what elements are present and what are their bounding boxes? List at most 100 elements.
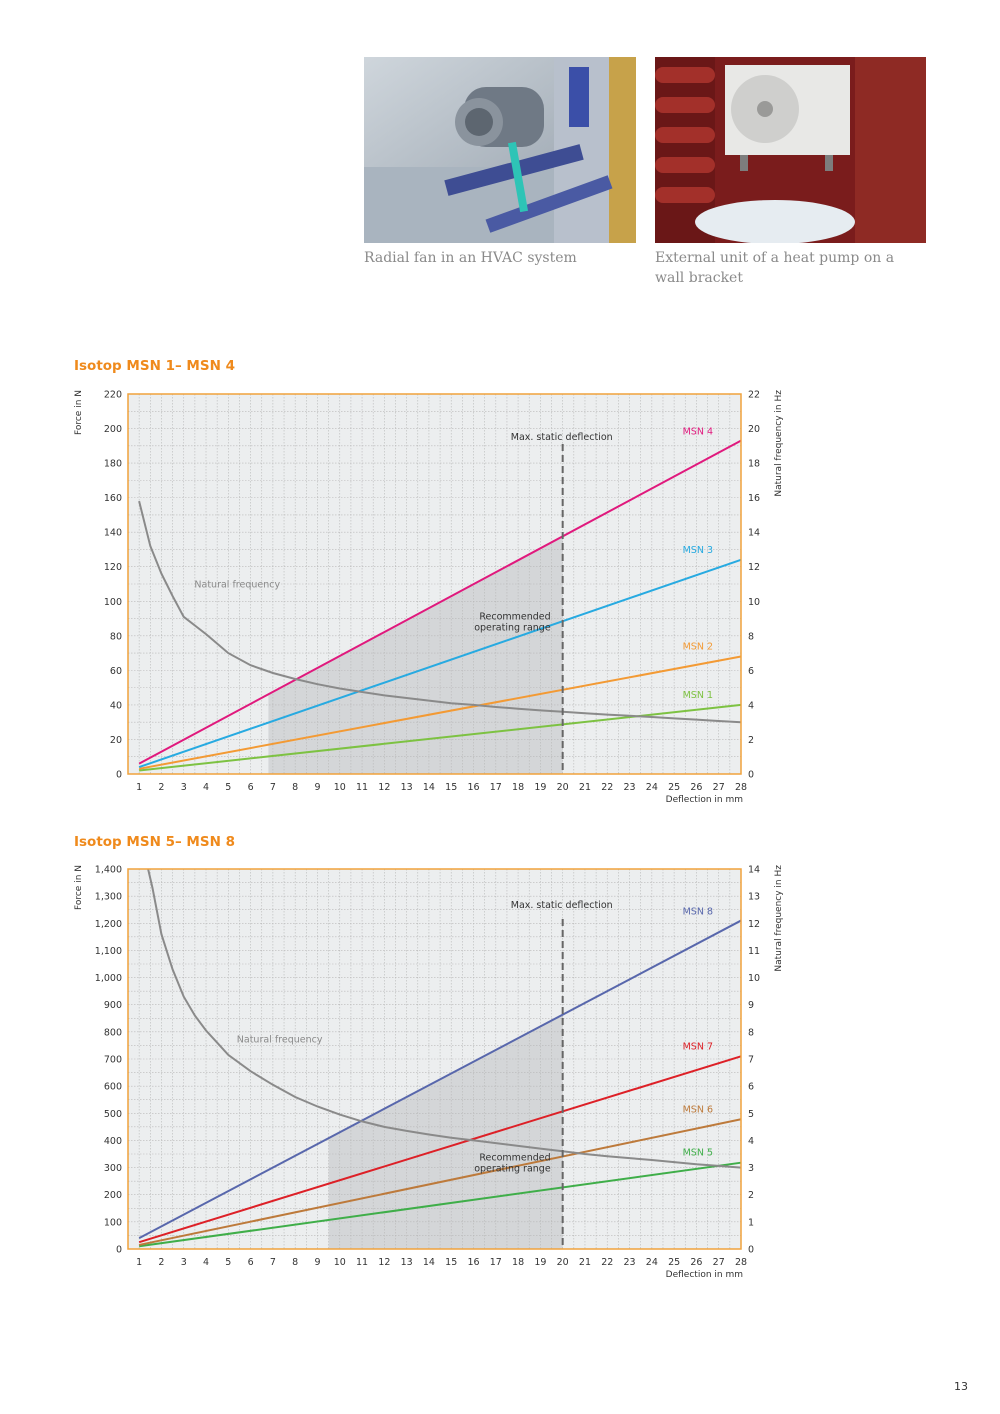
chart-1-title: Isotop MSN 1– MSN 4 (74, 358, 235, 374)
y2-tick-label: 14 (748, 865, 760, 876)
x-tick-label: 7 (270, 782, 276, 793)
y-tick-label: 160 (104, 493, 122, 504)
y-tick-label: 1,200 (95, 919, 122, 930)
x-tick-label: 19 (534, 782, 546, 793)
heat-pump-photo (655, 57, 926, 243)
x-tick-label: 11 (356, 782, 368, 793)
x-tick-label: 5 (225, 782, 231, 793)
x-tick-label: 20 (557, 782, 569, 793)
x-tick-label: 19 (534, 1257, 546, 1268)
x-tick-label: 3 (181, 782, 187, 793)
x-tick-label: 17 (490, 782, 502, 793)
y2-tick-label: 8 (748, 631, 754, 642)
series-label-msn-8: MSN 8 (683, 907, 713, 918)
y2-tick-label: 3 (748, 1163, 754, 1174)
x-tick-label: 6 (248, 782, 254, 793)
y-tick-label: 200 (104, 424, 122, 435)
series-label-msn-3: MSN 3 (683, 545, 713, 556)
chart-msn1-msn4: MSN 1 MSN 2 MSN 3 MSN 4 Natural frequency Max… (74, 390, 784, 806)
x-axis-label: Deflection in mm (666, 795, 743, 805)
x-tick-label: 18 (512, 782, 524, 793)
recommended-operating-range-area (328, 1014, 563, 1249)
x-tick-label: 21 (579, 1257, 591, 1268)
series-label-msn-2: MSN 2 (683, 642, 713, 653)
x-tick-label: 22 (601, 782, 613, 793)
y2-tick-label: 7 (748, 1055, 754, 1066)
y-tick-label: 140 (104, 528, 122, 539)
y-tick-label: 20 (110, 735, 122, 746)
y2-tick-label: 2 (748, 735, 754, 746)
natural-frequency-curve (147, 868, 742, 1169)
x-tick-label: 22 (601, 1257, 613, 1268)
y2-tick-label: 4 (748, 1136, 754, 1147)
x-tick-label: 26 (690, 782, 702, 793)
x-tick-label: 15 (445, 1257, 457, 1268)
x-tick-label: 16 (467, 1257, 479, 1268)
plot-frame (127, 393, 742, 775)
y2-tick-label: 10 (748, 973, 760, 984)
x-tick-label: 13 (401, 1257, 413, 1268)
chart-2-title: Isotop MSN 5– MSN 8 (74, 834, 235, 850)
y2-tick-label: 20 (748, 424, 760, 435)
x-tick-label: 27 (713, 782, 725, 793)
x-tick-label: 4 (203, 1257, 209, 1268)
recommended-range-label-line2: operating range (474, 622, 551, 633)
chart-msn5-msn8: MSN 5 MSN 6 MSN 7 MSN 8 Natural frequency Max… (74, 865, 784, 1281)
x-tick-label: 26 (690, 1257, 702, 1268)
x-tick-label: 11 (356, 1257, 368, 1268)
recommended-range-label-line1: Recommended (479, 611, 550, 622)
x-tick-label: 10 (334, 782, 346, 793)
x-tick-label: 6 (248, 1257, 254, 1268)
y-tick-label: 500 (104, 1109, 122, 1120)
photo-caption-heat-pump: External unit of a heat pump on a wall b… (655, 250, 895, 286)
x-tick-label: 24 (646, 782, 658, 793)
y2-axis-label: Natural frequency in Hz (774, 390, 784, 497)
y2-tick-label: 12 (748, 919, 760, 930)
x-tick-label: 27 (713, 1257, 725, 1268)
recommended-operating-range-area (268, 536, 563, 774)
x-tick-label: 23 (623, 1257, 635, 1268)
series-line-msn-8 (138, 919, 742, 1240)
x-tick-label: 23 (623, 782, 635, 793)
y-axis-label: Force in N (74, 865, 84, 910)
series-label-msn-7: MSN 7 (683, 1041, 713, 1052)
y2-tick-label: 22 (748, 390, 760, 401)
y2-tick-label: 6 (748, 666, 754, 677)
series-line-msn-7 (138, 1055, 742, 1244)
y-tick-label: 700 (104, 1055, 122, 1066)
y2-tick-label: 9 (748, 1000, 754, 1011)
x-tick-label: 14 (423, 782, 435, 793)
y-tick-label: 900 (104, 1000, 122, 1011)
y-tick-label: 220 (104, 390, 122, 401)
y-axis-label: Force in N (74, 390, 84, 435)
y-tick-label: 1,300 (95, 892, 122, 903)
y2-tick-label: 8 (748, 1027, 754, 1038)
series-line-msn-4 (138, 439, 742, 765)
x-tick-label: 3 (181, 1257, 187, 1268)
y-tick-label: 100 (104, 597, 122, 608)
x-tick-label: 24 (646, 1257, 658, 1268)
y-tick-label: 0 (116, 770, 122, 781)
x-axis-label: Deflection in mm (666, 1270, 743, 1280)
y-tick-label: 300 (104, 1163, 122, 1174)
y-tick-label: 800 (104, 1027, 122, 1038)
series-label-msn-1: MSN 1 (683, 690, 713, 701)
x-tick-label: 9 (314, 1257, 320, 1268)
y-tick-label: 200 (104, 1190, 122, 1201)
y-tick-label: 120 (104, 562, 122, 573)
y-tick-label: 400 (104, 1136, 122, 1147)
y2-tick-label: 18 (748, 459, 760, 470)
x-tick-label: 12 (378, 1257, 390, 1268)
y-tick-label: 60 (110, 666, 122, 677)
series-label-msn-4: MSN 4 (683, 427, 713, 438)
x-tick-label: 25 (668, 1257, 680, 1268)
y2-tick-label: 10 (748, 597, 760, 608)
max-static-deflection-label: Max. static deflection (511, 900, 613, 911)
x-tick-label: 7 (270, 1257, 276, 1268)
x-tick-label: 8 (292, 782, 298, 793)
natural-frequency-label: Natural frequency (237, 1035, 323, 1046)
y-tick-label: 80 (110, 631, 122, 642)
x-tick-label: 18 (512, 1257, 524, 1268)
x-tick-label: 13 (401, 782, 413, 793)
series-line-msn-5 (139, 1161, 742, 1248)
